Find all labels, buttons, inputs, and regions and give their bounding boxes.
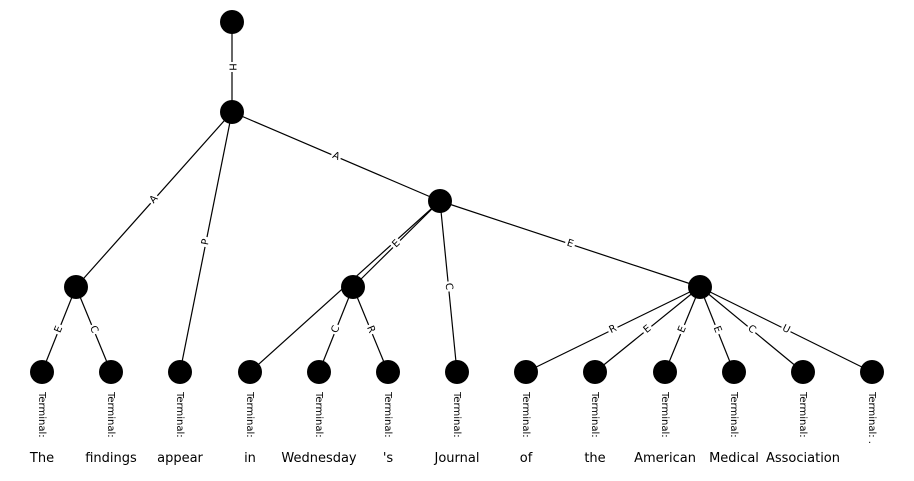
token-word: in <box>244 451 256 466</box>
edge-label-background <box>199 235 213 249</box>
edge-label-group: U <box>778 321 794 338</box>
edge-label: E <box>53 325 66 335</box>
edge-label-background <box>226 62 238 72</box>
edge-label-background <box>388 236 405 252</box>
terminal-label: Terminal: <box>797 391 808 438</box>
internal-node <box>64 275 88 299</box>
internal-node <box>341 275 365 299</box>
edge-label-group: R <box>363 322 378 337</box>
edge-label-group: C <box>442 280 455 293</box>
terminal-label: Terminal: <box>520 391 531 438</box>
terminal-label: Terminal: <box>313 391 324 438</box>
edge-label-group: E <box>675 322 690 337</box>
token-word: appear <box>157 451 203 466</box>
edge-label-group: H <box>226 62 238 72</box>
edge-label-background <box>146 191 162 208</box>
edge-label: R <box>364 324 377 335</box>
edges-layer <box>41 22 873 373</box>
edge-label-background <box>51 322 67 337</box>
edge-label: C <box>745 323 757 336</box>
edge-label-group: A <box>146 191 162 208</box>
token-word: 's <box>383 451 394 466</box>
terminal-node <box>514 360 538 384</box>
terminal-node <box>30 360 54 384</box>
edge-label-background <box>563 236 577 252</box>
edge-label: C <box>87 324 100 335</box>
token-word: Wednesday <box>281 451 357 466</box>
edge-label: E <box>676 324 689 334</box>
edge-label: E <box>642 323 654 336</box>
terminal-label: Terminal: . <box>866 391 877 444</box>
edge-label-background <box>329 149 343 164</box>
terminal-node <box>445 360 469 384</box>
terminal-node <box>238 360 262 384</box>
terminal-label: Terminal: <box>105 391 116 438</box>
edge-label: U <box>780 323 791 336</box>
edge-label-background <box>743 321 760 338</box>
edge-label: R <box>607 323 618 336</box>
edge-label: C <box>330 324 343 335</box>
edge-label-background <box>328 322 344 337</box>
token-word: Association <box>766 451 840 466</box>
edge-label-background <box>363 322 378 337</box>
internal-node <box>428 189 452 213</box>
edge-label-group: C <box>86 322 101 337</box>
edge-label-group: P <box>199 235 213 249</box>
edge-label: A <box>331 150 342 163</box>
terminal-label: Terminal: <box>174 391 185 438</box>
edge-label-background <box>442 280 455 293</box>
edge-label-group: E <box>563 236 577 252</box>
edge-label-background <box>86 322 101 337</box>
edge-label-background <box>639 321 656 338</box>
terminal-node <box>583 360 607 384</box>
edge-labels-layer: H A P A E C E C E C R R E E E C U <box>51 62 794 338</box>
token-word: American <box>634 451 696 466</box>
internal-node <box>220 100 244 124</box>
terminal-node <box>376 360 400 384</box>
terminal-label: Terminal: <box>451 391 462 438</box>
terminal-node <box>791 360 815 384</box>
edge-label-group: C <box>743 321 760 338</box>
edge-label-group: E <box>388 236 405 252</box>
token-word: Journal <box>434 451 480 466</box>
token-word: The <box>29 451 54 466</box>
terminal-node <box>653 360 677 384</box>
terminal-label: Terminal: <box>589 391 600 438</box>
edge-label: P <box>200 238 212 246</box>
edge-label-group: E <box>709 322 725 337</box>
terminal-node <box>307 360 331 384</box>
terminal-label: Terminal: <box>659 391 670 438</box>
internal-node <box>220 10 244 34</box>
edge-label-background <box>778 321 794 338</box>
edge-label: C <box>443 282 455 290</box>
nodes-layer <box>30 10 884 384</box>
edge-label: H <box>227 63 238 71</box>
terminal-label: Terminal: <box>36 391 47 438</box>
token-word: findings <box>85 451 137 466</box>
edge-label-group: E <box>51 322 67 337</box>
edge-label-group: C <box>328 322 344 337</box>
terminal-node <box>860 360 884 384</box>
terminal-label: Terminal: <box>728 391 739 438</box>
edge-label-group: A <box>329 149 343 164</box>
token-word: Medical <box>709 451 759 466</box>
edge-label-background <box>709 322 725 337</box>
token-word: the <box>584 451 605 466</box>
edge-label-group: R <box>605 321 621 338</box>
edge-label: E <box>711 325 724 335</box>
terminal-labels-layer: Terminal: Terminal: Terminal: Terminal: Term… <box>36 391 877 444</box>
terminal-node <box>722 360 746 384</box>
token-word: of <box>520 451 533 466</box>
edge-label-group: E <box>639 321 656 338</box>
internal-node <box>688 275 712 299</box>
edge-label-background <box>675 322 690 337</box>
terminal-label: Terminal: <box>382 391 393 438</box>
edge-label: E <box>565 238 574 250</box>
edge-label-background <box>605 321 621 338</box>
terminal-node <box>168 360 192 384</box>
words-layer: The findings appear in Wednesday 's Journal of t… <box>29 451 840 466</box>
terminal-node <box>99 360 123 384</box>
terminal-label: Terminal: <box>244 391 255 438</box>
